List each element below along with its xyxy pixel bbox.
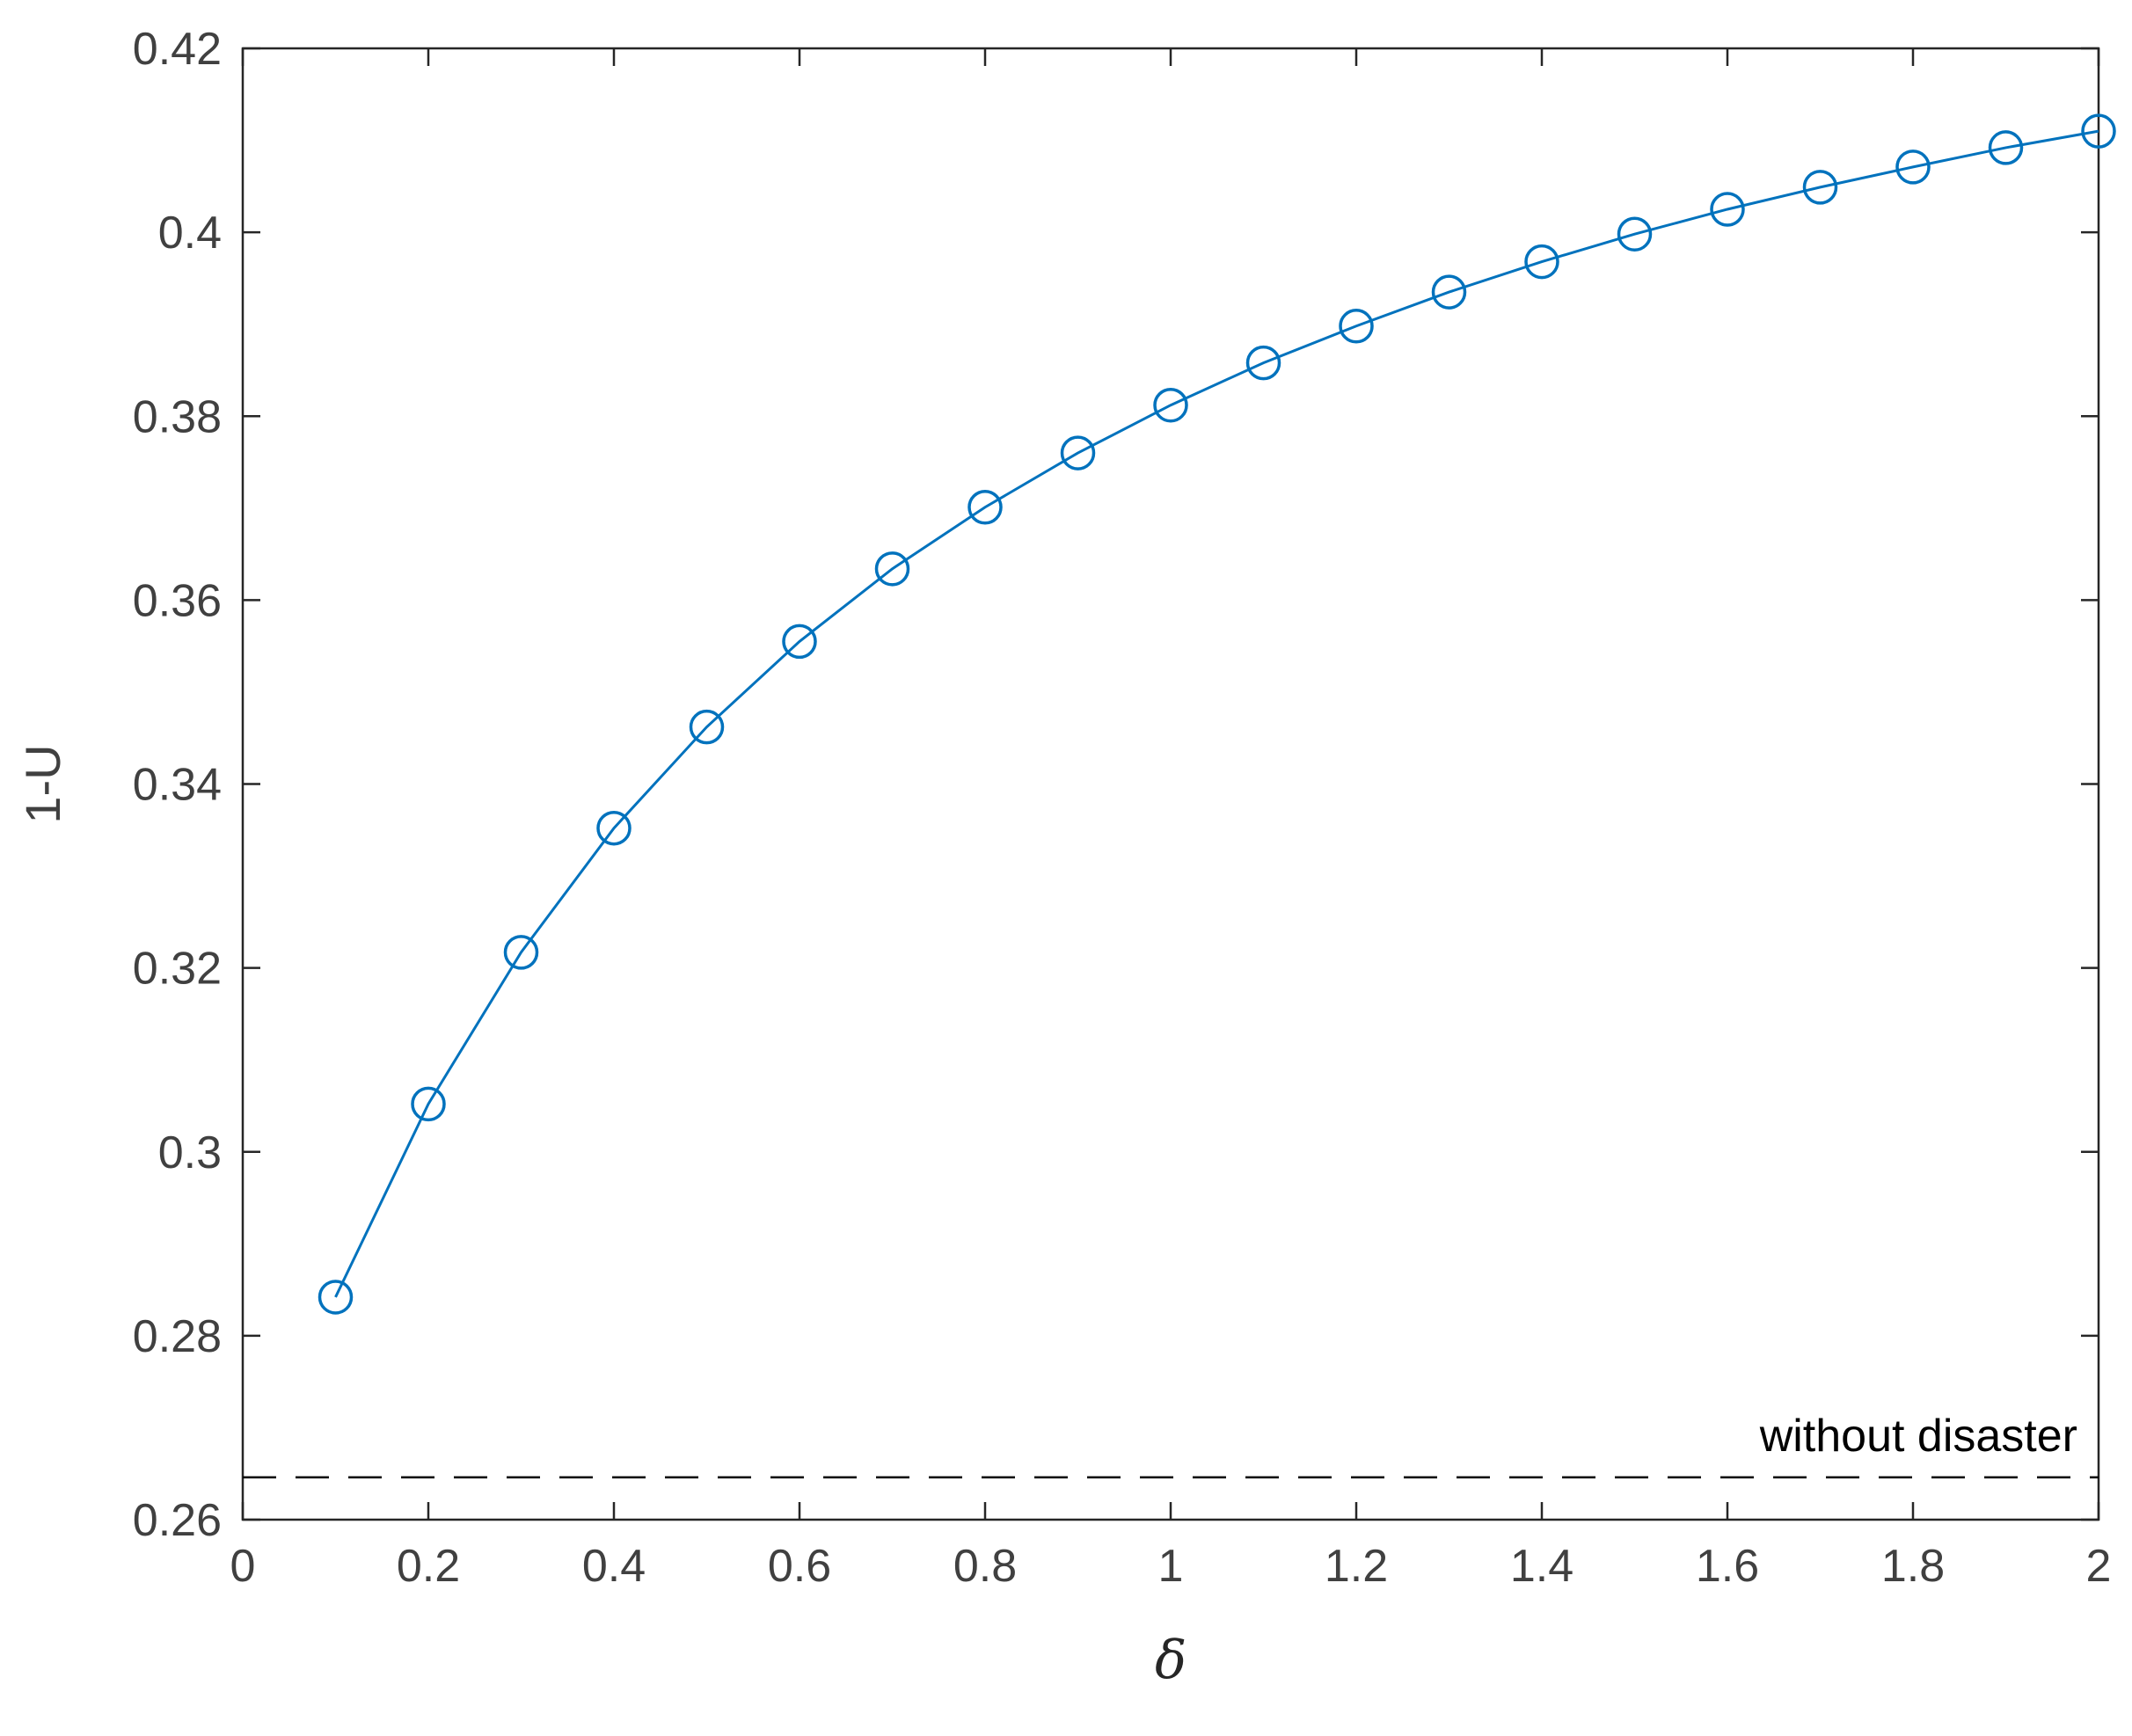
plot-area [241, 47, 2100, 1521]
y-tick-label: 0.4 [158, 208, 222, 259]
reference-line-label: without disaster [1759, 1411, 2077, 1462]
y-tick-label: 0.28 [133, 1311, 222, 1362]
y-tick-label: 0.3 [158, 1127, 222, 1178]
y-tick-label: 0.36 [133, 575, 222, 626]
data-point [967, 490, 1003, 525]
x-tick-label: 0.6 [768, 1541, 831, 1592]
y-tick-label: 0.32 [133, 944, 222, 995]
data-point [1617, 216, 1653, 252]
data-point [1895, 150, 1931, 185]
data-point [1802, 170, 1838, 205]
y-tick-label: 0.34 [133, 760, 222, 811]
x-tick-label: 1.4 [1510, 1541, 1573, 1592]
y-tick-label: 0.42 [133, 24, 222, 75]
x-tick-label: 0.8 [953, 1541, 1017, 1592]
x-axis: 0 0.2 0.4 0.6 0.8 1 1.2 1.4 1.6 1.8 2 [230, 48, 2112, 1592]
data-point [1524, 244, 1559, 280]
x-tick-label: 2 [2086, 1541, 2112, 1592]
data-point [596, 810, 632, 846]
data-point [1710, 192, 1745, 227]
x-tick-label: 1 [1158, 1541, 1184, 1592]
data-point [411, 1086, 446, 1122]
data-point [1245, 345, 1281, 381]
reference-line-group: without disaster [243, 1411, 2099, 1479]
y-axis: 0.26 0.28 0.3 0.32 0.34 0.36 0.38 0.4 0.42 [133, 24, 2099, 1546]
y-axis-title: 1-U [15, 744, 70, 823]
series-group [318, 113, 2116, 1315]
y-tick-label: 0.38 [133, 391, 222, 442]
data-point [1153, 387, 1188, 423]
x-tick-label: 0 [230, 1541, 256, 1592]
data-point [2081, 113, 2116, 149]
x-tick-label: 1.8 [1881, 1541, 1945, 1592]
y-tick-label: 0.26 [133, 1495, 222, 1546]
axes-frame [241, 47, 2100, 1521]
data-point [1060, 435, 1096, 470]
data-point [1988, 130, 2024, 165]
data-point [503, 935, 539, 970]
x-tick-label: 1.2 [1325, 1541, 1388, 1592]
x-tick-label: 0.4 [582, 1541, 646, 1592]
x-axis-title: δ [1155, 1630, 1186, 1691]
data-point [782, 624, 817, 660]
data-point [1339, 309, 1374, 344]
x-tick-label: 1.6 [1696, 1541, 1759, 1592]
data-point [689, 709, 725, 745]
data-point [1431, 274, 1467, 310]
data-point [318, 1280, 354, 1315]
data-point [874, 551, 910, 587]
x-tick-label: 0.2 [397, 1541, 460, 1592]
